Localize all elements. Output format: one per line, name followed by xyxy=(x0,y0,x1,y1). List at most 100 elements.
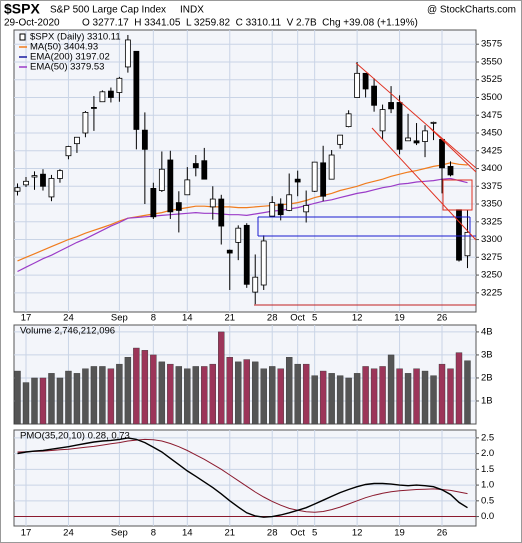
y-tick-label: 3300 xyxy=(481,234,502,245)
candle-body xyxy=(201,160,208,180)
y-tick-label: 2B xyxy=(481,372,493,383)
volume-bar xyxy=(31,377,38,425)
candle-body xyxy=(235,227,242,243)
x-tick-label: 8 xyxy=(151,528,156,539)
candle-body xyxy=(303,205,310,213)
x-tick-label: 5 xyxy=(312,313,317,324)
y-tick-label: 0.0 xyxy=(481,511,494,522)
y-tick-label: 3350 xyxy=(481,199,502,210)
moving-average xyxy=(17,177,468,273)
y-tick-label: 3575 xyxy=(481,39,502,50)
volume-bar xyxy=(124,357,132,425)
candle-body xyxy=(108,90,114,98)
volume-bar xyxy=(73,373,81,425)
candle-body xyxy=(396,102,403,150)
y-tick-label: 1B xyxy=(481,395,493,406)
candle-body xyxy=(371,85,377,106)
y-tick-label: 0.5 xyxy=(481,495,494,506)
volume-bar xyxy=(192,366,200,425)
volume-bar xyxy=(353,373,361,425)
volume-bar xyxy=(370,368,378,425)
volume-bar xyxy=(243,359,250,425)
y-tick-label: 3400 xyxy=(481,163,502,174)
y-tick-label: 3500 xyxy=(481,92,502,103)
x-tick-label: 8 xyxy=(151,313,156,324)
y-tick-label: 3425 xyxy=(481,145,502,156)
volume-bar xyxy=(107,368,115,425)
volume-bar xyxy=(22,382,30,425)
candle-body xyxy=(226,249,233,254)
x-tick-label: Oct xyxy=(290,313,305,324)
candle-body xyxy=(286,194,293,211)
pmo-title: PMO(35,20,10) 0.28, 0.73 xyxy=(20,431,130,442)
volume-bar xyxy=(167,363,174,425)
volume-bar xyxy=(328,373,335,425)
candle-body xyxy=(192,163,199,169)
candle-body xyxy=(48,178,55,198)
volume-bar xyxy=(464,360,471,425)
candle-body xyxy=(430,121,437,124)
y-tick-label: 4B xyxy=(481,326,493,337)
candle-body xyxy=(388,102,394,110)
watermark: @ StockCharts.com xyxy=(427,5,516,16)
volume-bar xyxy=(150,354,157,425)
volume-bar xyxy=(65,370,72,425)
legend-entry: $SPX (Daily) 3310.11 xyxy=(30,32,121,43)
volume-bar xyxy=(226,357,233,425)
volume-bar xyxy=(218,331,225,425)
x-tick-label: 24 xyxy=(63,313,74,324)
trend-line xyxy=(371,127,476,241)
x-tick-label: Sep xyxy=(111,528,128,539)
candle-body xyxy=(65,146,72,157)
legend-entry: EMA(200) 3197.02 xyxy=(30,52,110,63)
exchange: INDX xyxy=(180,5,204,16)
candle-body xyxy=(167,159,174,213)
candle-body xyxy=(31,175,38,178)
candle-body xyxy=(209,198,216,208)
candle-body xyxy=(413,140,420,144)
x-tick-label: 12 xyxy=(352,313,363,324)
x-tick-label: Oct xyxy=(290,528,305,539)
x-tick-label: 5 xyxy=(312,528,317,539)
x-tick-label: 26 xyxy=(437,313,448,324)
volume-bar xyxy=(14,370,21,425)
volume-bar xyxy=(209,363,216,425)
candle-body xyxy=(82,111,89,134)
x-tick-label: 26 xyxy=(437,528,448,539)
candle-body xyxy=(464,231,471,257)
candle-body xyxy=(252,276,259,293)
candle-body xyxy=(277,203,284,216)
volume-bar xyxy=(158,361,166,425)
date: 29-Oct-2020 xyxy=(4,18,60,29)
x-tick-label: 14 xyxy=(182,313,193,324)
x-tick-label: 28 xyxy=(267,313,278,324)
y-tick-label: 3475 xyxy=(481,110,502,121)
x-tick-label: 19 xyxy=(394,528,405,539)
candle-body xyxy=(447,165,454,176)
volume-bar xyxy=(252,361,259,425)
volume-bar xyxy=(116,363,123,425)
volume-bar xyxy=(285,357,293,425)
candle-body xyxy=(175,202,182,211)
y-tick-label: 3450 xyxy=(481,128,502,139)
x-tick-label: 21 xyxy=(224,313,235,324)
candle-body xyxy=(269,202,276,217)
x-tick-label: 19 xyxy=(394,313,405,324)
legend-entry: EMA(50) 3379.53 xyxy=(30,62,104,73)
volume-bar xyxy=(175,366,183,425)
volume-bar xyxy=(430,375,437,425)
volume-bar xyxy=(404,373,412,425)
trend-line xyxy=(429,127,476,173)
volume-bar xyxy=(336,375,344,425)
candle-body xyxy=(57,170,63,179)
candle-body xyxy=(379,109,386,132)
volume-bar xyxy=(39,377,47,425)
candle-body xyxy=(354,72,361,98)
pmo-line xyxy=(17,438,468,513)
volume-title: Volume 2,746,212,096 xyxy=(20,326,115,337)
legend-entry: MA(50) 3404.93 xyxy=(30,42,98,53)
candle-body xyxy=(422,130,428,142)
y-tick-label: 3525 xyxy=(481,74,502,85)
volume-bar xyxy=(90,366,98,425)
x-tick-label: 24 xyxy=(63,528,74,539)
